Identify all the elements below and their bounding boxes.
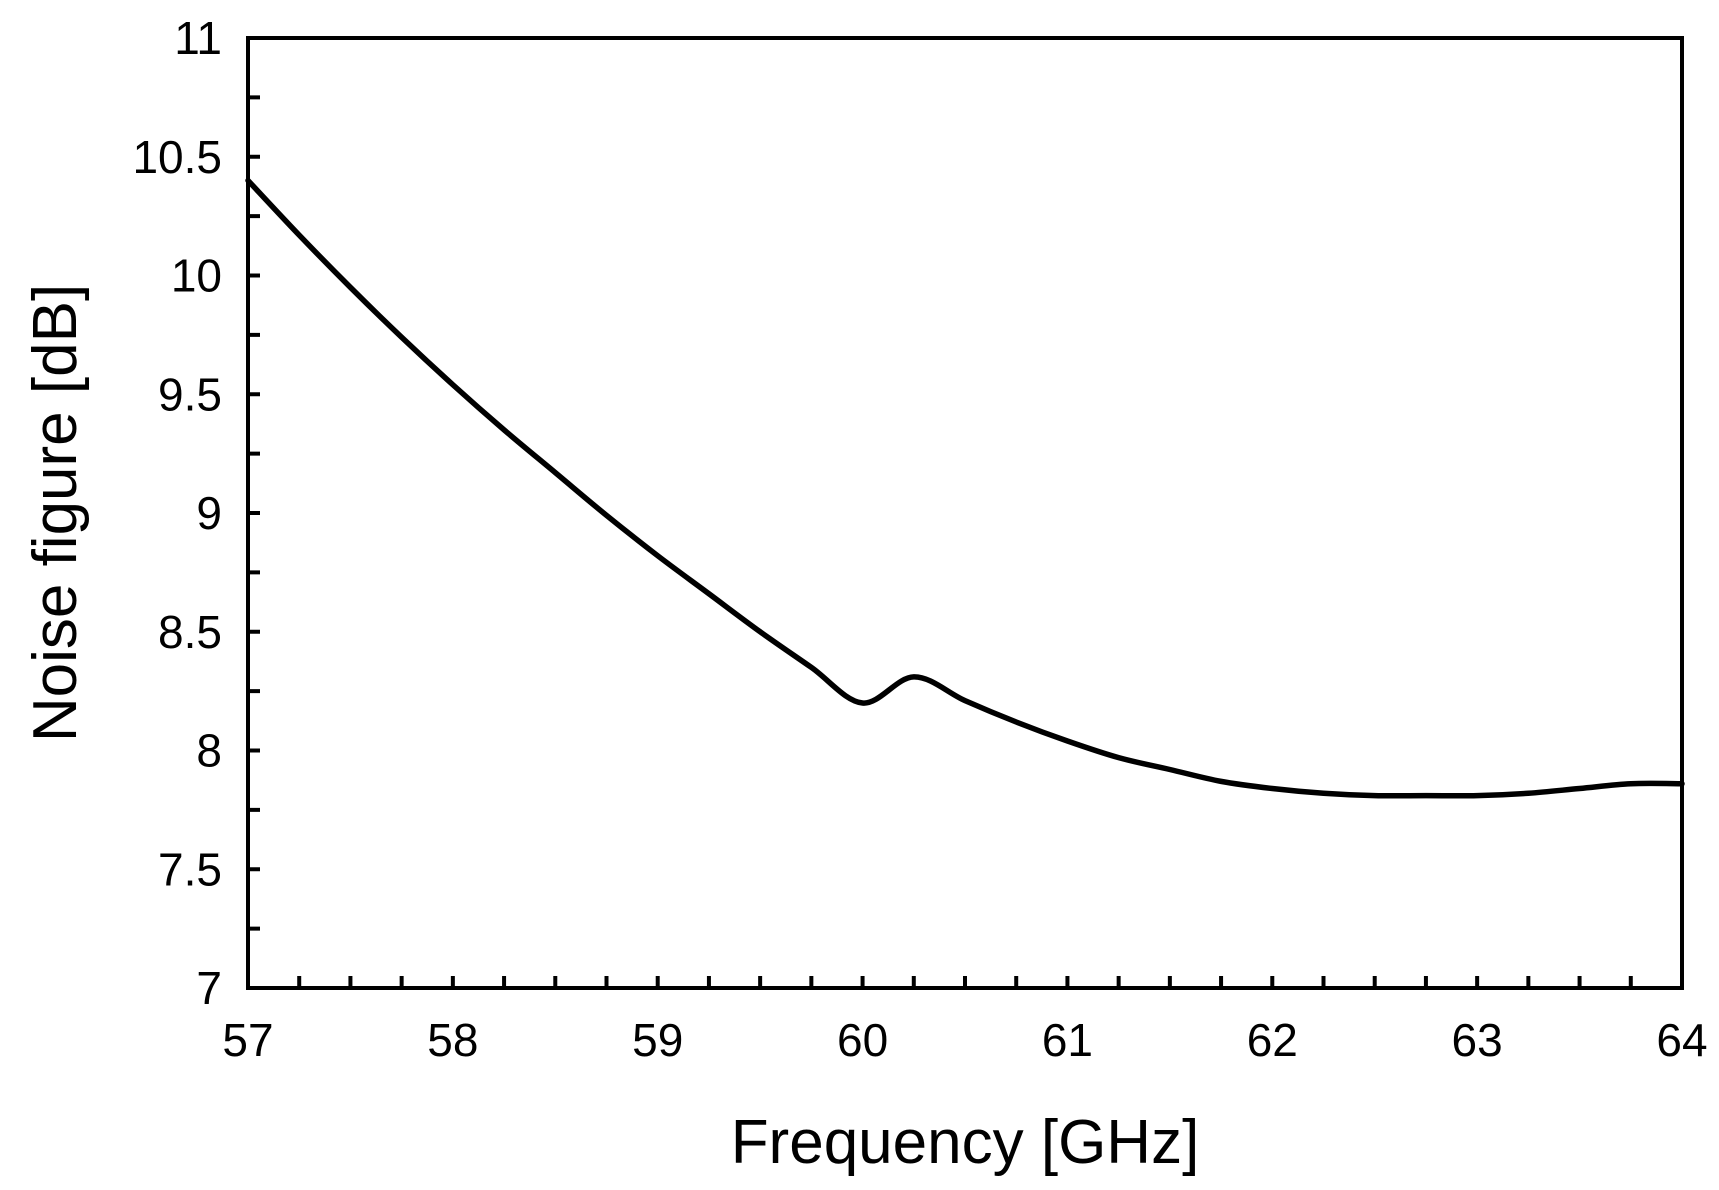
tick-labels-layer: 57 58 59 60 61 62 63 64 7 7.5 8 8.5 9 9.5 10 10.5 11: [132, 12, 1707, 1066]
x-axis-title: Frequency [GHz]: [731, 1108, 1200, 1177]
series-line: [245, 177, 1685, 799]
x-tick-label: 58: [427, 1014, 478, 1066]
x-tick-label: 59: [632, 1014, 683, 1066]
x-tick-label: 63: [1452, 1014, 1503, 1066]
y-tick-label: 11: [174, 12, 222, 64]
x-tick-label: 60: [837, 1014, 888, 1066]
y-tick-label: 10.5: [132, 131, 222, 183]
plot-frame: [246, 36, 1684, 990]
y-tick-label: 8: [196, 725, 222, 777]
x-tick-label: 57: [222, 1014, 273, 1066]
x-tick-label: 64: [1656, 1014, 1707, 1066]
y-tick-label: 7.5: [158, 843, 222, 895]
y-tick-label: 9: [196, 487, 222, 539]
x-tick-label: 62: [1247, 1014, 1298, 1066]
y-tick-label: 7: [196, 962, 222, 1014]
y-tick-label: 9.5: [158, 368, 222, 420]
x-tick-label: 61: [1042, 1014, 1093, 1066]
y-tick-label: 8.5: [158, 606, 222, 658]
y-tick-label: 10: [171, 250, 222, 302]
y-axis-title: Noise figure [dB]: [21, 284, 90, 742]
ticks-layer: [248, 95, 1633, 988]
